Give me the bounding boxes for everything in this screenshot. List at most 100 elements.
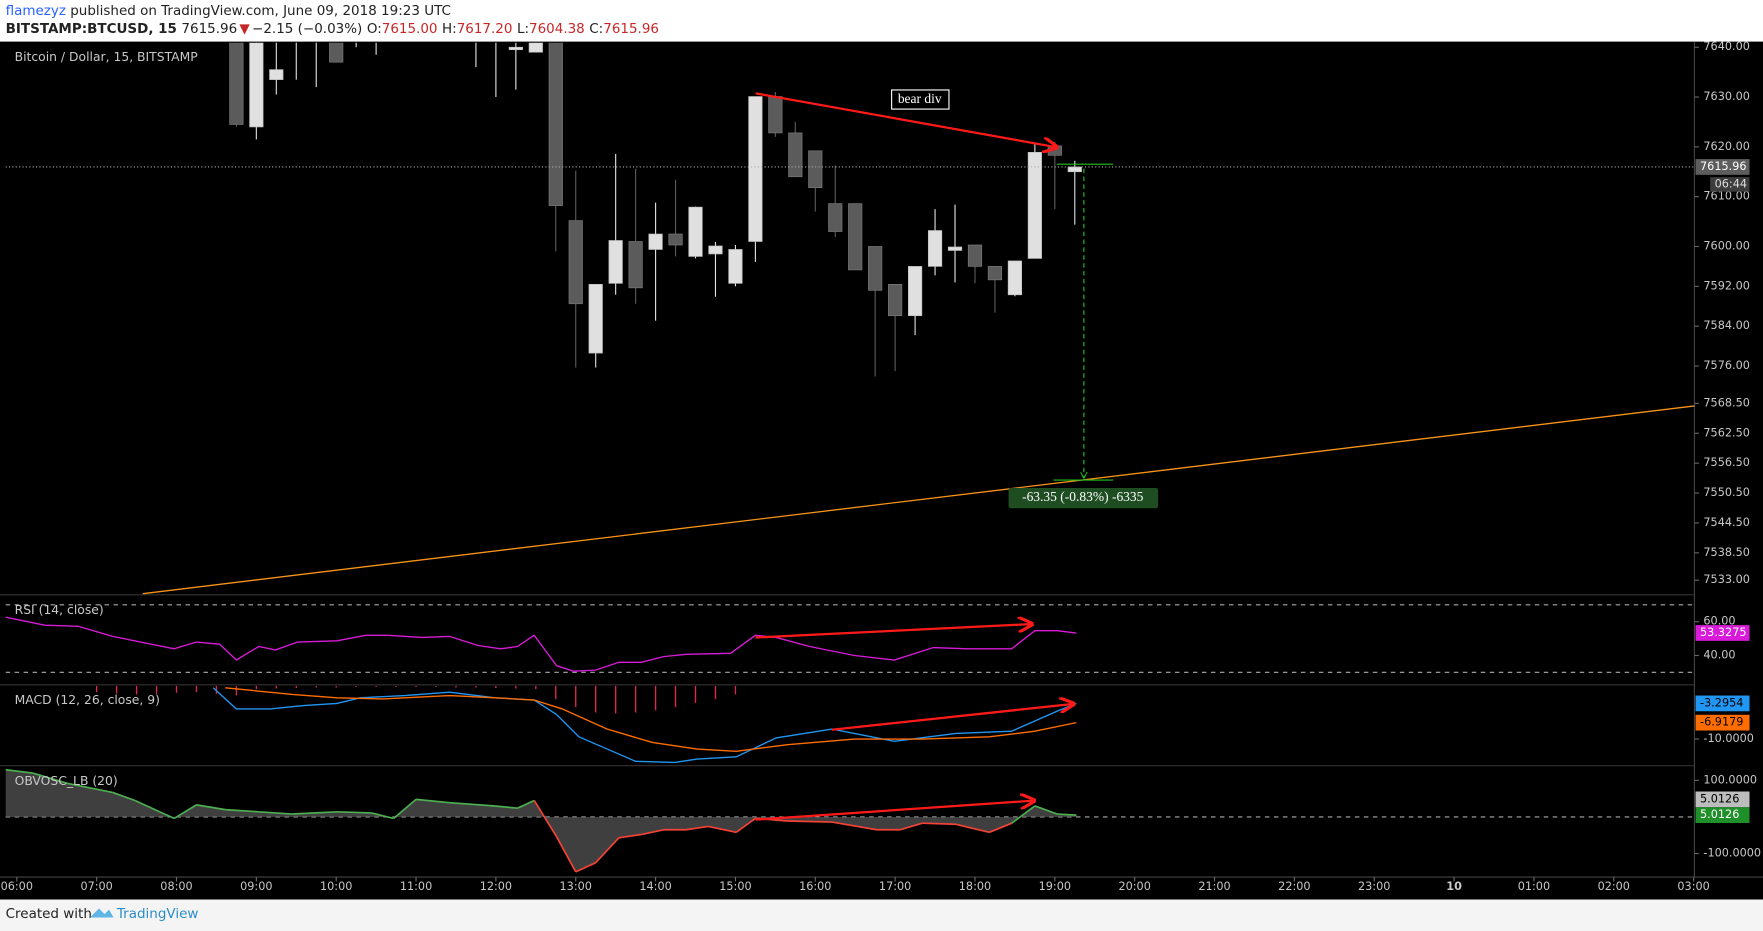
indicator-line (212, 687, 1077, 764)
oscillator-segment (533, 800, 558, 838)
countdown-box (1710, 177, 1750, 192)
x-tick-label: 02:00 (1598, 880, 1630, 893)
divergence-arrow (755, 92, 1057, 147)
panels: 06:00 07:00 08:00 09:00 10:00 11:00 12:00 13:00… (0, 40, 1763, 893)
x-tick-label: 22:00 (1278, 880, 1310, 893)
candle-body (848, 203, 863, 271)
x-tick-label: 20:00 (1118, 880, 1150, 893)
oscillator-segment (641, 828, 664, 836)
candle-body (608, 240, 623, 284)
oscillator-segment (66, 782, 113, 794)
value-box-label: -3.2954 (1700, 696, 1743, 709)
panel (95, 685, 1077, 764)
countdown: 06:44 (1715, 177, 1747, 190)
value-box (1695, 714, 1750, 731)
ohlc-key: C: (589, 21, 603, 37)
oscillator-segment (225, 808, 259, 813)
y-tick-label: 7640.00 (1703, 40, 1749, 53)
candle-body (1007, 260, 1022, 296)
oscillator-segment (1057, 813, 1077, 816)
panel-title: MACD (12, 26, close, 9) (15, 693, 160, 707)
oscillator-segment (555, 836, 577, 873)
last-price: 7615.96 (181, 21, 237, 37)
y-tick-label: 7600.00 (1703, 239, 1749, 252)
candle-body (508, 46, 523, 51)
bear-div-label: bear div (898, 91, 942, 106)
x-tick-label: 03:00 (1677, 880, 1709, 893)
oscillator-segment (336, 810, 372, 814)
oscillator-segment (1034, 805, 1058, 815)
candle-body (908, 266, 923, 317)
footer-brand[interactable]: TradingView (116, 906, 198, 922)
oscillator-segment (787, 820, 833, 823)
x-tick-label: 19:00 (1039, 880, 1071, 893)
y-tick-label: 7544.50 (1703, 516, 1749, 529)
candle-body (588, 283, 603, 354)
candle-body (888, 283, 903, 317)
y-tick-label: 7620.00 (1703, 140, 1749, 153)
y-tick-label: 7568.50 (1703, 396, 1749, 409)
header-line-2: BITSTAMP:BTCUSD, 15 7615.96 ▼ −2.15 (−0.03%… (6, 21, 659, 37)
footer-bg (0, 899, 1763, 931)
x-tick-label: 10:00 (320, 880, 352, 893)
author[interactable]: flamezyz (6, 3, 66, 19)
oscillator-segment (371, 812, 394, 820)
symbol: BITSTAMP:BTCUSD, 15 (6, 21, 177, 37)
candle-body (987, 266, 1003, 281)
value-box (1695, 159, 1750, 175)
x-tick-label: 18:00 (959, 880, 991, 893)
candle-body (249, 42, 264, 128)
x-tick-label: 16:00 (799, 880, 831, 893)
value-box-label: 5.0126 (1700, 792, 1739, 805)
oscillator-segment (449, 801, 496, 807)
candle-body (269, 69, 284, 80)
y-tick-label: -10.0000 (1703, 732, 1754, 745)
oscillator-segment (495, 805, 518, 810)
x-tick-label: 11:00 (400, 880, 432, 893)
x-tick-label: 21:00 (1198, 880, 1230, 893)
candle-body (728, 249, 743, 284)
indicator-line (225, 687, 1077, 752)
y-tick-label: 7630.00 (1703, 90, 1749, 103)
oscillator-segment (415, 798, 450, 804)
candle-body (768, 96, 783, 134)
published: published on TradingView.com, June 09, 2… (66, 3, 451, 19)
value-box (1695, 791, 1750, 808)
ohlc-value: 7615.96 (603, 21, 659, 37)
panel-title: OBVOSC_LB (20) (15, 774, 118, 788)
x-tick-label: 10 (1446, 880, 1462, 893)
divergence-arrow (755, 624, 1033, 639)
drawings: -63.35 (-0.83%) -6335 bear div (142, 89, 1695, 821)
value-box-label: 53.3275 (1700, 626, 1746, 639)
candle-body (1067, 166, 1082, 173)
candle-body (748, 96, 763, 242)
candle-body (708, 245, 723, 255)
x-tick-label: 15:00 (719, 880, 751, 893)
candle-body (648, 233, 663, 250)
divergence-arrow (755, 801, 1035, 821)
candle-body (788, 132, 803, 178)
change: −2.15 (−0.03%) (252, 21, 362, 37)
x-tick-label: 12:00 (480, 880, 512, 893)
value-box (1695, 807, 1750, 823)
oscillator-segment (685, 825, 709, 831)
x-tick-label: 14:00 (639, 880, 671, 893)
oscillator-segment (575, 861, 597, 873)
y-tick-label: 7592.00 (1703, 279, 1749, 292)
y-tick-label: 40.00 (1703, 648, 1735, 661)
oscillator-segment (899, 822, 923, 831)
panel-title: RSI (14, close) (15, 603, 104, 617)
bear-div-box (891, 89, 950, 110)
x-tick-label: 23:00 (1358, 880, 1390, 893)
brand-logo (89, 908, 114, 918)
x-tick-label: 17:00 (879, 880, 911, 893)
candle-body (967, 244, 983, 267)
candle-body (947, 246, 963, 251)
candle-body (528, 42, 543, 53)
oscillator-segment (112, 791, 136, 802)
oscillator-segment (173, 804, 197, 820)
candle-body (868, 246, 883, 291)
oscillator-segment (393, 798, 417, 820)
oscillator-segment (5, 768, 33, 774)
